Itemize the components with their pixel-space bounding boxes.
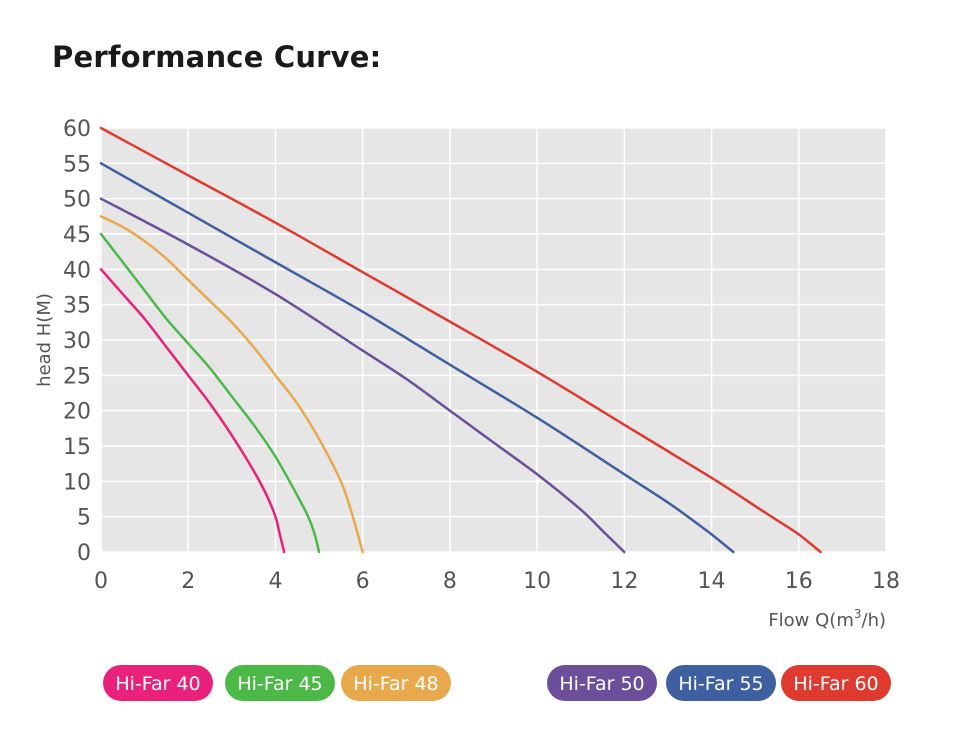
x-tick-label-4: 8: [443, 569, 457, 594]
legend-label: Hi-Far 40: [115, 673, 200, 695]
x-axis-label: Flow Q(m3/h): [768, 607, 886, 631]
chart-title: Performance Curve:: [52, 40, 382, 74]
y-tick-labels: 0 5 10 15 20 25 30 35 40 45 50 55 60: [63, 117, 91, 566]
legend-label: Hi-Far 60: [793, 673, 878, 695]
legend-pill: [225, 665, 335, 701]
series-line-hi-far-40: [99, 268, 286, 554]
y-tick-label-4: 20: [63, 400, 91, 425]
legend-pill: [666, 665, 776, 701]
y-tick-label-1: 5: [77, 506, 91, 531]
x-tick-label-9: 18: [872, 569, 900, 594]
x-tick-label-8: 16: [785, 569, 813, 594]
x-tick-label-3: 6: [356, 569, 370, 594]
legend-pill: [341, 665, 451, 701]
legend-item-hi-far-40: Hi-Far 40: [103, 665, 213, 701]
y-tick-label-5: 25: [63, 364, 91, 389]
x-tick-labels: 0 2 4 6 8 10 12 14 16 18: [94, 569, 900, 594]
legend-label: Hi-Far 45: [237, 673, 322, 695]
x-axis-label-superscript: 3: [854, 607, 862, 621]
legend-pill: [781, 665, 891, 701]
y-tick-label-8: 40: [63, 258, 91, 283]
series-line-hi-far-45: [99, 232, 321, 554]
y-tick-label-2: 10: [63, 470, 91, 495]
legend-pill: [103, 665, 213, 701]
y-tick-label-11: 55: [63, 152, 91, 177]
series-lines: [99, 126, 822, 554]
series-line-hi-far-50: [99, 197, 626, 554]
y-axis-label: head H(M): [34, 293, 55, 387]
y-tick-label-12: 60: [63, 117, 91, 142]
series-line-hi-far-48: [99, 215, 364, 554]
x-tick-label-2: 4: [268, 569, 282, 594]
legend: Hi-Far 40 Hi-Far 45 Hi-Far 48 Hi-Far 50 Hi-F…: [103, 665, 891, 701]
x-tick-label-6: 12: [610, 569, 638, 594]
series-line-hi-far-55: [99, 162, 735, 554]
legend-item-hi-far-50: Hi-Far 50: [547, 665, 657, 701]
grid-lines: [100, 127, 887, 553]
legend-label: Hi-Far 50: [559, 673, 644, 695]
y-tick-label-3: 15: [63, 435, 91, 460]
x-tick-label-1: 2: [181, 569, 195, 594]
legend-label: Hi-Far 48: [353, 673, 438, 695]
y-tick-label-10: 50: [63, 188, 91, 213]
legend-item-hi-far-55: Hi-Far 55: [666, 665, 776, 701]
y-tick-label-6: 30: [63, 329, 91, 354]
legend-pill: [547, 665, 657, 701]
legend-item-hi-far-60: Hi-Far 60: [781, 665, 891, 701]
legend-item-hi-far-45: Hi-Far 45: [225, 665, 335, 701]
legend-item-hi-far-48: Hi-Far 48: [341, 665, 451, 701]
y-tick-label-7: 35: [63, 294, 91, 319]
x-tick-label-7: 14: [698, 569, 726, 594]
series-line-hi-far-60: [99, 126, 822, 554]
y-tick-label-9: 45: [63, 223, 91, 248]
x-axis-label-prefix: Flow Q(m: [768, 610, 854, 631]
x-tick-label-5: 10: [523, 569, 551, 594]
x-axis-label-suffix: /h): [862, 610, 887, 631]
legend-label: Hi-Far 55: [678, 673, 763, 695]
y-tick-label-0: 0: [77, 541, 91, 566]
x-tick-label-0: 0: [94, 569, 108, 594]
